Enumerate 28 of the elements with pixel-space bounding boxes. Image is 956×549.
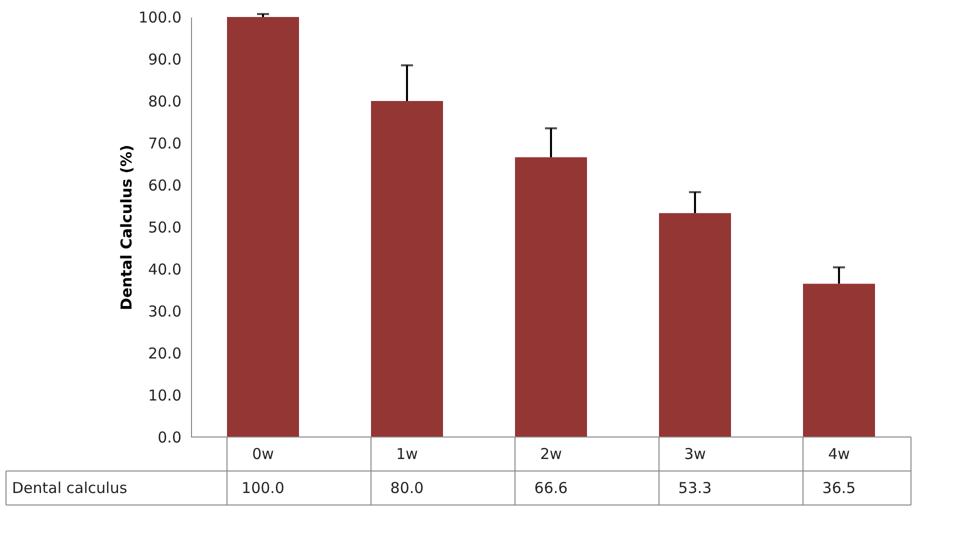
y-tick-label: 100.0 [138, 8, 182, 26]
y-tick-label: 40.0 [148, 260, 182, 278]
x-tick-label: 3w [684, 445, 706, 463]
data-label: 100.0 [242, 479, 284, 497]
x-tick-label: 4w [828, 445, 850, 463]
y-tick-label: 10.0 [148, 386, 182, 404]
bar [659, 213, 731, 437]
bar [515, 157, 587, 437]
x-tick-label: 2w [540, 445, 562, 463]
y-tick-label: 90.0 [148, 50, 182, 68]
y-tick-label: 60.0 [148, 176, 182, 194]
bar [803, 284, 875, 437]
x-tick-label: 1w [396, 445, 418, 463]
data-label: 80.0 [390, 479, 424, 497]
bar [227, 17, 299, 437]
data-label: 66.6 [534, 479, 568, 497]
y-tick-label: 20.0 [148, 344, 182, 362]
text: Dental calculus [12, 479, 128, 497]
y-tick-label: 0.0 [158, 428, 182, 446]
bar [371, 101, 443, 437]
y-tick-label: 70.0 [148, 134, 182, 152]
y-tick-label: 50.0 [148, 218, 182, 236]
data-label: 36.5 [822, 479, 856, 497]
y-tick-label: 30.0 [148, 302, 182, 320]
data-label: 53.3 [678, 479, 712, 497]
y-tick-label: 80.0 [148, 92, 182, 110]
y-axis-title: Dental Calculus (%) [118, 144, 136, 310]
x-tick-label: 0w [252, 445, 274, 463]
